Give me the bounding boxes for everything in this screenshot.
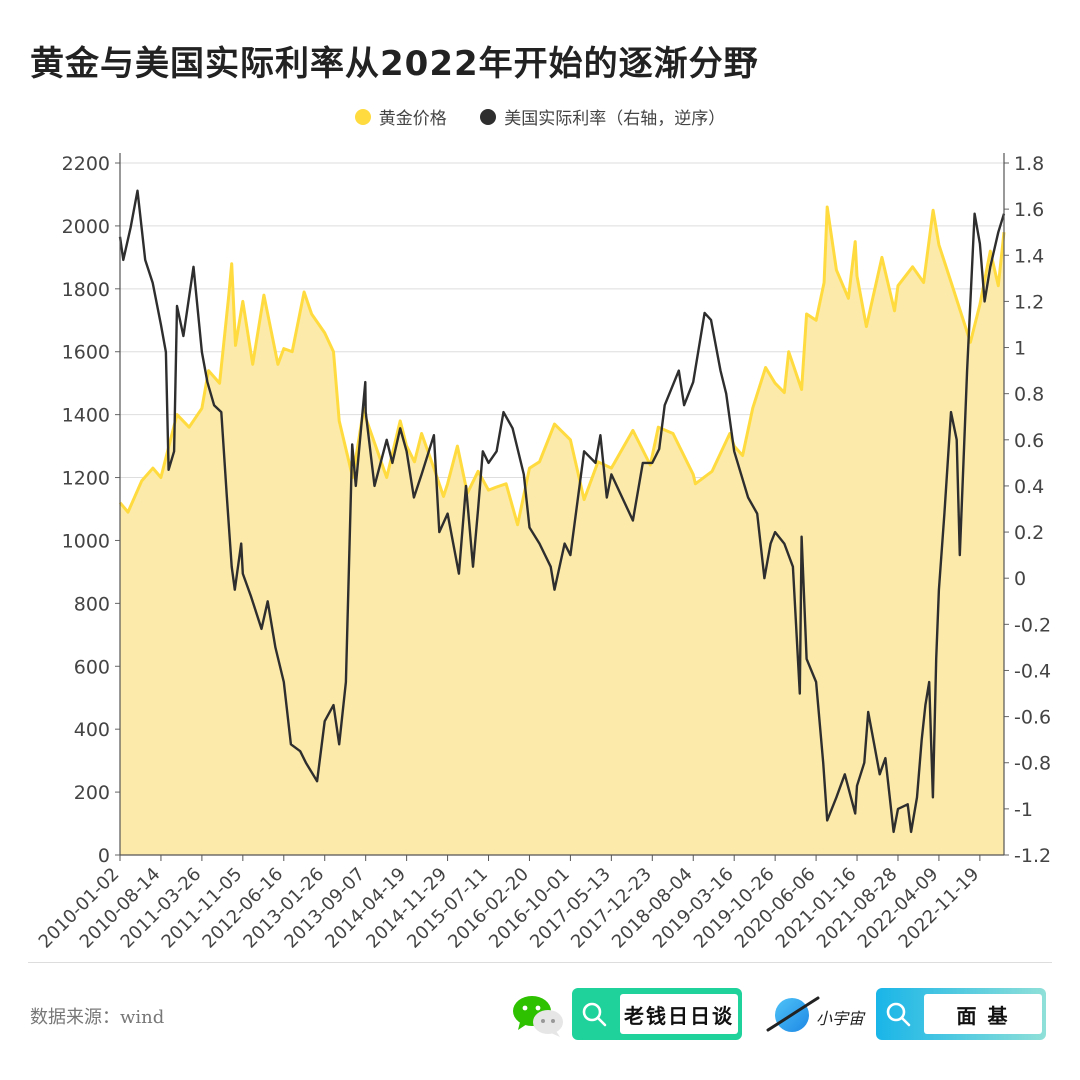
search-icon-2 bbox=[876, 992, 920, 1036]
brand-search-box-1[interactable]: 老钱日日谈 bbox=[572, 988, 742, 1040]
y-right-tick-label: -0.6 bbox=[1014, 707, 1051, 729]
y-left-tick-label: 1600 bbox=[62, 342, 110, 364]
footer-divider bbox=[28, 962, 1052, 963]
planet-icon[interactable] bbox=[764, 990, 820, 1040]
y-right-tick-label: -1.2 bbox=[1014, 845, 1051, 867]
y-right-tick-label: -0.2 bbox=[1014, 614, 1051, 636]
y-left-tick-label: 2200 bbox=[62, 153, 110, 175]
brand-label-1: 老钱日日谈 bbox=[620, 994, 738, 1034]
legend-label-gold: 黄金价格 bbox=[378, 109, 447, 129]
y-right-tick-label: -1 bbox=[1014, 799, 1033, 821]
search-icon bbox=[572, 992, 616, 1036]
gold-area bbox=[120, 207, 1004, 855]
planet-label: 小宇宙 bbox=[816, 1009, 865, 1028]
y-left-tick-label: 1200 bbox=[62, 468, 110, 490]
y-right-tick-label: 0 bbox=[1014, 568, 1026, 590]
wechat-icon[interactable] bbox=[510, 992, 566, 1038]
rate-line bbox=[118, 189, 1006, 834]
gold-line bbox=[118, 205, 1006, 527]
legend-label-rate: 美国实际利率（右轴，逆序） bbox=[504, 109, 726, 129]
y-right-tick-label: 0.8 bbox=[1014, 384, 1044, 406]
y-right-tick-label: 0.6 bbox=[1014, 430, 1044, 452]
y-left-tick-label: 1800 bbox=[62, 279, 110, 301]
legend-dot-gold bbox=[354, 108, 371, 125]
y-left-tick-label: 2000 bbox=[62, 216, 110, 238]
legend-item-rate[interactable]: 美国实际利率（右轴，逆序） bbox=[480, 104, 725, 129]
y-right-tick-label: -0.4 bbox=[1014, 660, 1051, 682]
y-right-tick-label: 1.8 bbox=[1014, 153, 1044, 175]
legend-dot-rate bbox=[480, 108, 497, 125]
y-left-tick-label: 800 bbox=[74, 593, 110, 615]
legend-item-gold[interactable]: 黄金价格 bbox=[354, 104, 447, 129]
y-right-tick-label: 1.6 bbox=[1014, 199, 1044, 221]
chart-legend: 黄金价格 美国实际利率（右轴，逆序） bbox=[0, 104, 1080, 130]
y-right-tick-label: -0.8 bbox=[1014, 753, 1051, 775]
y-right-tick-label: 1.4 bbox=[1014, 245, 1044, 267]
y-right-tick-label: 1.2 bbox=[1014, 291, 1044, 313]
brand-search-box-2[interactable]: 面 基 bbox=[876, 988, 1046, 1040]
y-left-tick-label: 1400 bbox=[62, 405, 110, 427]
y-right-tick-label: 0.2 bbox=[1014, 522, 1044, 544]
data-source: 数据来源：wind bbox=[30, 1007, 165, 1028]
y-left-tick-label: 200 bbox=[74, 782, 110, 804]
y-left-tick-label: 600 bbox=[74, 656, 110, 678]
page-title: 黄金与美国实际利率从2022年开始的逐渐分野 bbox=[30, 44, 759, 84]
y-right-tick-label: 0.4 bbox=[1014, 476, 1044, 498]
brand-label-2: 面 基 bbox=[924, 994, 1042, 1034]
y-right-tick-label: 1 bbox=[1014, 338, 1026, 360]
y-left-tick-label: 0 bbox=[98, 845, 110, 867]
y-left-tick-label: 1000 bbox=[62, 530, 110, 552]
chart-area: 0 200 400 600 800 1000 1200 1400 1600 1800 2000 220… bbox=[35, 153, 1051, 953]
y-left-tick-label: 400 bbox=[74, 719, 110, 741]
